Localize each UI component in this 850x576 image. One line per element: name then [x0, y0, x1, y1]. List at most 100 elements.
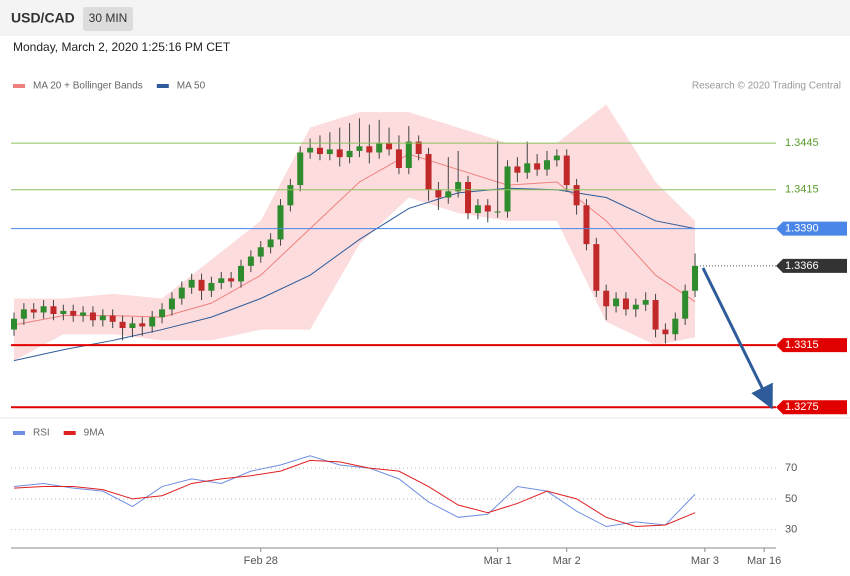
candle-body: [178, 287, 185, 299]
candle-body: [514, 166, 521, 173]
candle-body: [238, 265, 245, 282]
series-line: [13, 459, 696, 528]
level-label: 1.3390: [785, 222, 819, 234]
candle-body: [11, 318, 17, 330]
candle-body: [425, 154, 432, 190]
legend-label: RSI: [33, 428, 50, 439]
x-tick-label: Feb 28: [244, 555, 278, 567]
candle-body: [139, 323, 146, 327]
candle-body: [20, 309, 27, 319]
candle-body: [504, 166, 511, 212]
candle-body: [445, 191, 452, 198]
candle-body: [583, 205, 590, 245]
timeframe: 30 MIN: [89, 11, 128, 25]
series-line: [13, 187, 696, 362]
candle-body: [257, 247, 264, 257]
legend-swatch: [63, 431, 76, 435]
candle-body: [356, 146, 363, 151]
candle-body: [307, 147, 314, 153]
candle-body: [198, 279, 205, 291]
x-tick-label: Mar 2: [553, 555, 581, 567]
level-label: 1.3315: [785, 339, 819, 351]
y-tick-label: 50: [785, 493, 797, 505]
candle-body: [662, 329, 669, 335]
x-tick-label: Mar 3: [691, 555, 719, 567]
candle-body: [386, 143, 393, 150]
legend-label: 9MA: [84, 428, 105, 439]
candle-body: [149, 317, 156, 327]
candle-body: [228, 278, 235, 282]
level-label: 1.3366: [785, 260, 819, 272]
x-tick-label: Mar 1: [484, 555, 512, 567]
candle-body: [287, 185, 294, 206]
candle-body: [632, 304, 639, 310]
symbol: USD/CAD: [11, 10, 75, 26]
candle-body: [366, 146, 373, 153]
candle-body: [573, 185, 580, 206]
candle-body: [603, 290, 610, 307]
copyright: Research © 2020 Trading Central: [692, 81, 841, 92]
candle-body: [484, 205, 491, 212]
price-tag: [776, 338, 847, 353]
candle-body: [692, 265, 699, 291]
candle-body: [70, 310, 77, 316]
header-bar: [0, 0, 850, 36]
candle-body: [455, 181, 462, 192]
level-label: 1.3275: [785, 401, 819, 413]
candle-body: [395, 149, 402, 169]
candle-body: [109, 315, 116, 322]
candle-body: [168, 298, 175, 310]
candle-body: [376, 143, 383, 153]
candle-body: [534, 163, 541, 170]
candle-body: [622, 298, 629, 310]
timestamp: Monday, March 2, 2020 1:25:16 PM CET: [13, 40, 231, 54]
candle-body: [129, 323, 136, 329]
candle-body: [336, 149, 343, 158]
candle-body: [553, 155, 560, 161]
candle-body: [218, 278, 225, 283]
candle-body: [593, 244, 600, 291]
candle-body: [672, 318, 679, 335]
y-tick-label: 70: [785, 462, 797, 474]
candle-body: [563, 155, 570, 186]
candle-body: [682, 290, 689, 319]
candle-body: [316, 147, 323, 155]
candle-body: [60, 310, 67, 315]
legend-label: MA 50: [177, 81, 206, 92]
candle-body: [297, 152, 304, 186]
candle-body: [159, 309, 166, 318]
candle-body: [405, 141, 412, 169]
candle-body: [119, 321, 126, 329]
forecast-arrow: [701, 267, 773, 410]
candle-body: [435, 189, 442, 198]
candle-body: [50, 306, 57, 315]
candle-body: [346, 150, 353, 158]
candle-body: [652, 300, 659, 330]
candle-body: [642, 300, 649, 305]
y-tick-label: 30: [785, 524, 797, 536]
candle-body: [613, 298, 620, 307]
price-tag: [776, 221, 847, 236]
candle-body: [80, 312, 87, 316]
candle-body: [524, 163, 531, 173]
candle-body: [247, 256, 254, 266]
legend-swatch: [13, 84, 25, 88]
candle-body: [474, 205, 481, 214]
candle-body: [208, 282, 215, 291]
candle-body: [543, 160, 550, 170]
candle-body: [188, 279, 195, 288]
x-tick-label: Mar 16: [747, 555, 781, 567]
candle-body: [30, 309, 37, 313]
candle-body: [267, 239, 274, 248]
legend-label: MA 20 + Bollinger Bands: [33, 81, 143, 92]
candle-body: [40, 306, 47, 313]
candle-body: [277, 205, 284, 240]
candle-body: [494, 211, 501, 213]
timeframe-box: [83, 7, 133, 31]
series-line: [13, 153, 696, 326]
candle-body: [415, 141, 422, 155]
legend-swatch: [156, 84, 169, 88]
candle-body: [326, 149, 333, 155]
series-line: [13, 455, 696, 528]
